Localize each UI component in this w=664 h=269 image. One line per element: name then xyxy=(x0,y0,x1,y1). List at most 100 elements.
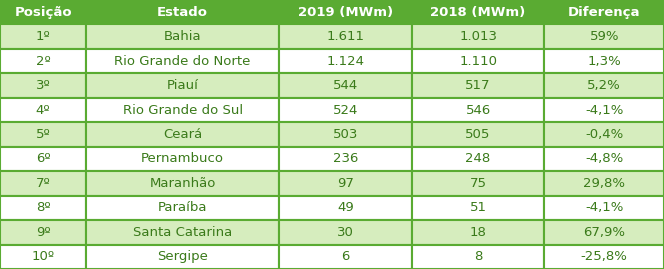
Text: 7º: 7º xyxy=(36,177,50,190)
Text: 1º: 1º xyxy=(36,30,50,43)
Text: 5,2%: 5,2% xyxy=(588,79,621,92)
FancyBboxPatch shape xyxy=(412,0,544,24)
FancyBboxPatch shape xyxy=(279,24,412,49)
Text: 6º: 6º xyxy=(36,153,50,165)
FancyBboxPatch shape xyxy=(544,171,664,196)
FancyBboxPatch shape xyxy=(412,49,544,73)
FancyBboxPatch shape xyxy=(0,49,86,73)
FancyBboxPatch shape xyxy=(544,147,664,171)
Text: 8: 8 xyxy=(474,250,482,263)
FancyBboxPatch shape xyxy=(0,171,86,196)
Text: 505: 505 xyxy=(465,128,491,141)
FancyBboxPatch shape xyxy=(279,220,412,245)
FancyBboxPatch shape xyxy=(412,98,544,122)
Text: 9º: 9º xyxy=(36,226,50,239)
FancyBboxPatch shape xyxy=(544,73,664,98)
FancyBboxPatch shape xyxy=(86,171,279,196)
Text: 30: 30 xyxy=(337,226,354,239)
FancyBboxPatch shape xyxy=(412,147,544,171)
FancyBboxPatch shape xyxy=(86,122,279,147)
FancyBboxPatch shape xyxy=(412,196,544,220)
FancyBboxPatch shape xyxy=(544,122,664,147)
Text: Posição: Posição xyxy=(15,6,72,19)
FancyBboxPatch shape xyxy=(0,73,86,98)
Text: 546: 546 xyxy=(465,104,491,116)
Text: 29,8%: 29,8% xyxy=(583,177,625,190)
FancyBboxPatch shape xyxy=(544,220,664,245)
Text: 97: 97 xyxy=(337,177,354,190)
FancyBboxPatch shape xyxy=(279,147,412,171)
Text: 1.013: 1.013 xyxy=(459,30,497,43)
Text: Paraíba: Paraíba xyxy=(158,201,207,214)
Text: Rio Grande do Norte: Rio Grande do Norte xyxy=(114,55,251,68)
FancyBboxPatch shape xyxy=(0,0,86,24)
FancyBboxPatch shape xyxy=(0,196,86,220)
Text: 6: 6 xyxy=(341,250,349,263)
Text: 503: 503 xyxy=(333,128,358,141)
Text: 524: 524 xyxy=(333,104,358,116)
Text: 2018 (MWm): 2018 (MWm) xyxy=(430,6,526,19)
FancyBboxPatch shape xyxy=(279,0,412,24)
FancyBboxPatch shape xyxy=(412,220,544,245)
Text: -0,4%: -0,4% xyxy=(585,128,623,141)
Text: 1,3%: 1,3% xyxy=(588,55,621,68)
Text: 236: 236 xyxy=(333,153,358,165)
Text: -4,1%: -4,1% xyxy=(585,104,623,116)
FancyBboxPatch shape xyxy=(279,245,412,269)
FancyBboxPatch shape xyxy=(279,49,412,73)
Text: 75: 75 xyxy=(469,177,487,190)
Text: 67,9%: 67,9% xyxy=(583,226,625,239)
FancyBboxPatch shape xyxy=(0,122,86,147)
FancyBboxPatch shape xyxy=(544,98,664,122)
FancyBboxPatch shape xyxy=(412,122,544,147)
FancyBboxPatch shape xyxy=(0,220,86,245)
Text: Sergipe: Sergipe xyxy=(157,250,208,263)
Text: Diferença: Diferença xyxy=(568,6,641,19)
FancyBboxPatch shape xyxy=(412,171,544,196)
Text: Pernambuco: Pernambuco xyxy=(141,153,224,165)
Text: -4,8%: -4,8% xyxy=(585,153,623,165)
FancyBboxPatch shape xyxy=(544,49,664,73)
Text: 59%: 59% xyxy=(590,30,619,43)
Text: 248: 248 xyxy=(465,153,491,165)
Text: Bahia: Bahia xyxy=(164,30,201,43)
FancyBboxPatch shape xyxy=(544,196,664,220)
Text: Rio Grande do Sul: Rio Grande do Sul xyxy=(123,104,242,116)
Text: 4º: 4º xyxy=(36,104,50,116)
FancyBboxPatch shape xyxy=(279,196,412,220)
Text: 3º: 3º xyxy=(36,79,50,92)
Text: 18: 18 xyxy=(469,226,487,239)
FancyBboxPatch shape xyxy=(86,147,279,171)
FancyBboxPatch shape xyxy=(412,73,544,98)
Text: Santa Catarina: Santa Catarina xyxy=(133,226,232,239)
FancyBboxPatch shape xyxy=(544,24,664,49)
Text: 51: 51 xyxy=(469,201,487,214)
Text: 1.110: 1.110 xyxy=(459,55,497,68)
FancyBboxPatch shape xyxy=(412,245,544,269)
Text: Estado: Estado xyxy=(157,6,208,19)
Text: 2019 (MWm): 2019 (MWm) xyxy=(297,6,393,19)
FancyBboxPatch shape xyxy=(412,24,544,49)
Text: 1.611: 1.611 xyxy=(326,30,365,43)
FancyBboxPatch shape xyxy=(279,73,412,98)
Text: 517: 517 xyxy=(465,79,491,92)
FancyBboxPatch shape xyxy=(86,98,279,122)
Text: 5º: 5º xyxy=(36,128,50,141)
FancyBboxPatch shape xyxy=(86,0,279,24)
FancyBboxPatch shape xyxy=(0,245,86,269)
FancyBboxPatch shape xyxy=(86,196,279,220)
FancyBboxPatch shape xyxy=(544,0,664,24)
FancyBboxPatch shape xyxy=(0,24,86,49)
Text: 544: 544 xyxy=(333,79,358,92)
FancyBboxPatch shape xyxy=(544,245,664,269)
FancyBboxPatch shape xyxy=(86,49,279,73)
FancyBboxPatch shape xyxy=(86,73,279,98)
FancyBboxPatch shape xyxy=(86,245,279,269)
FancyBboxPatch shape xyxy=(0,147,86,171)
Text: 2º: 2º xyxy=(36,55,50,68)
Text: 1.124: 1.124 xyxy=(326,55,365,68)
FancyBboxPatch shape xyxy=(279,122,412,147)
FancyBboxPatch shape xyxy=(279,171,412,196)
FancyBboxPatch shape xyxy=(86,24,279,49)
Text: 8º: 8º xyxy=(36,201,50,214)
